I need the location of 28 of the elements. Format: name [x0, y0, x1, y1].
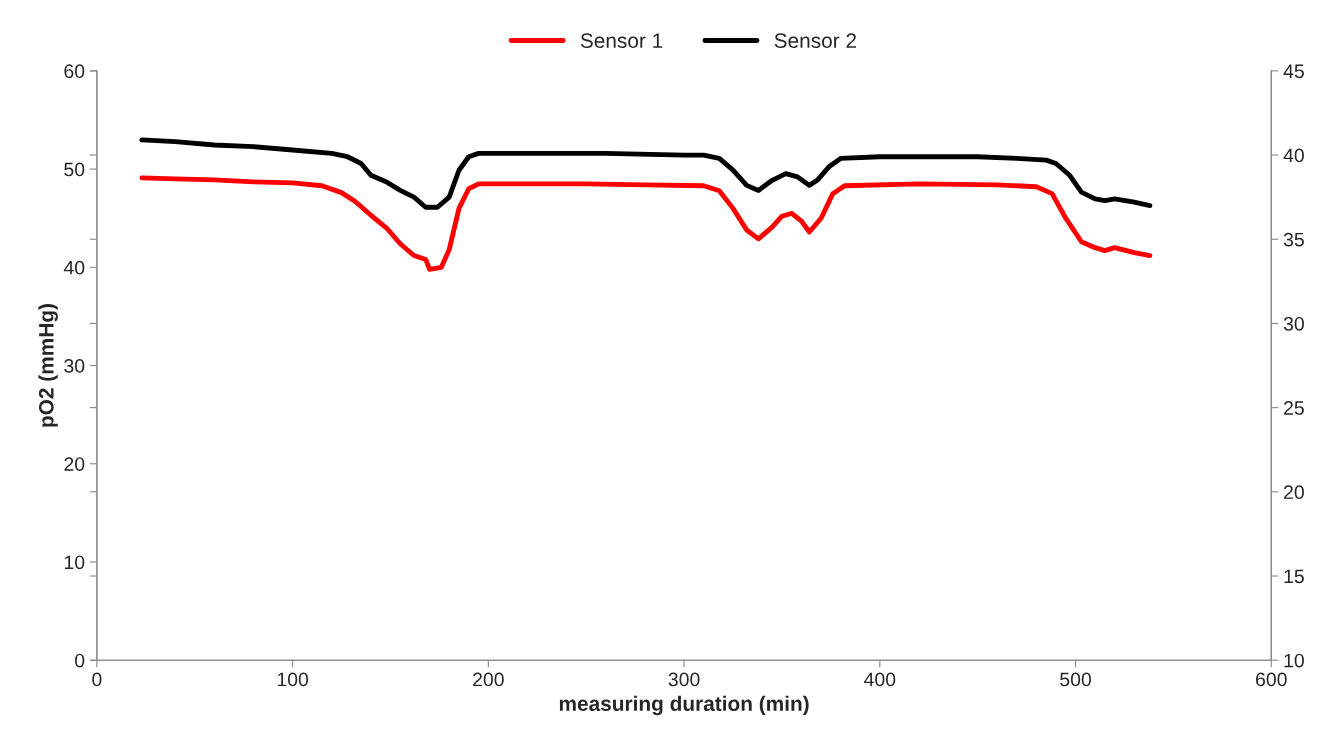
- y2-tick-label: 10: [1284, 653, 1304, 668]
- y2-tick-label: 35: [1283, 232, 1304, 247]
- y2-tick-label: 30: [1283, 316, 1304, 331]
- y2-tick-label: 45: [1283, 64, 1304, 79]
- y-tick-label: 20: [64, 457, 85, 471]
- y-tick-label: 40: [63, 260, 85, 275]
- x-tick-label: 300: [668, 672, 700, 687]
- x-tick-label: 200: [473, 672, 504, 687]
- x-tick-label: 400: [864, 672, 896, 687]
- x-tick-label: 0: [92, 672, 102, 687]
- legend-label: Sensor 2: [774, 33, 856, 48]
- y-tick-label: 0: [75, 653, 85, 668]
- y2-tick-label: 40: [1283, 148, 1304, 163]
- y2-tick-label: 15: [1284, 569, 1304, 584]
- x-axis-title: measuring duration (min): [559, 695, 809, 716]
- y-tick-label: 60: [64, 64, 85, 79]
- y-axis-title: pO2 (mmHg): [38, 304, 58, 427]
- y2-tick-label: 20: [1284, 485, 1304, 500]
- y-tick-label: 50: [64, 162, 85, 177]
- y-tick-label: 30: [64, 359, 85, 373]
- x-tick-label: 500: [1060, 672, 1091, 687]
- line-series: [139, 175, 1153, 272]
- x-tick-label: 100: [277, 672, 309, 687]
- legend-label: Sensor 1: [580, 33, 663, 48]
- line-series: [139, 137, 1153, 210]
- y-tick-label: 10: [64, 555, 85, 570]
- y2-tick-label: 25: [1284, 401, 1304, 415]
- x-tick-label: 600: [1256, 672, 1287, 687]
